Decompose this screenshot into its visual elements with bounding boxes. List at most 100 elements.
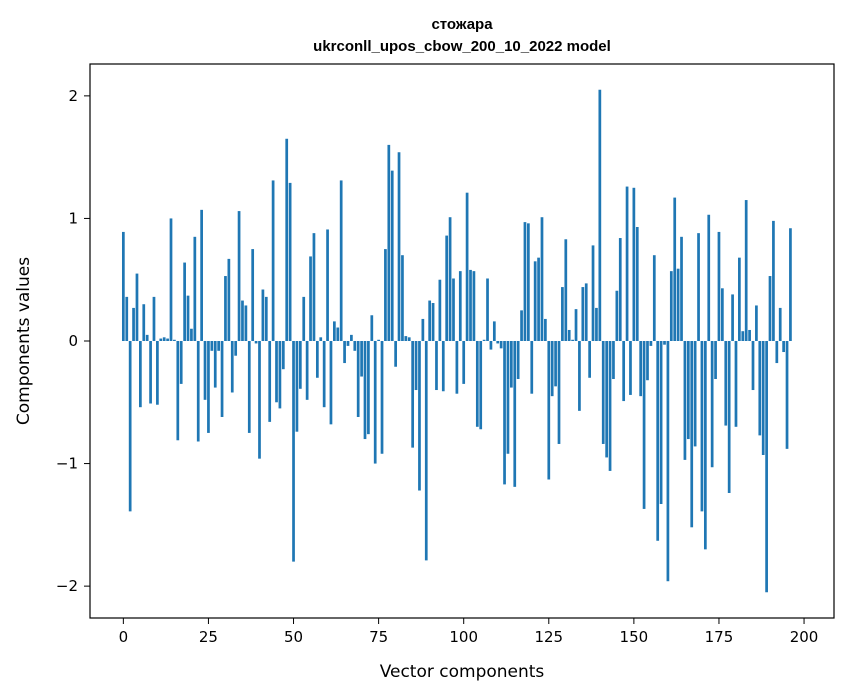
bar-5 (139, 341, 142, 408)
bar-168 (693, 341, 697, 447)
bar-2 (128, 341, 132, 512)
bar-119 (527, 223, 530, 341)
bar-22 (196, 341, 200, 442)
bar-177 (724, 341, 728, 426)
bar-28 (217, 341, 221, 351)
bar-46 (278, 341, 282, 409)
bar-86 (414, 341, 418, 391)
bar-44 (271, 180, 275, 341)
bar-185 (751, 341, 755, 391)
bar-138 (591, 245, 595, 341)
bar-91 (431, 303, 435, 341)
bar-34 (237, 211, 241, 341)
bar-77 (384, 249, 387, 341)
bar-174 (714, 341, 717, 379)
bar-154 (646, 341, 649, 381)
bar-36 (244, 305, 248, 341)
bar-78 (387, 144, 391, 341)
bar-30 (224, 276, 227, 341)
bar-9 (152, 296, 156, 341)
bar-14 (169, 218, 173, 341)
bar-190 (768, 276, 772, 341)
bar-149 (629, 341, 632, 395)
bar-41 (261, 289, 265, 341)
bar-132 (571, 339, 574, 341)
bar-120 (530, 341, 534, 394)
y-tick-label: 2 (68, 87, 78, 105)
x-tick-label: 100 (449, 628, 478, 646)
bar-157 (656, 341, 660, 541)
x-tick-label: 175 (705, 628, 734, 646)
bar-188 (761, 341, 765, 455)
bar-169 (697, 233, 700, 341)
bar-47 (281, 341, 285, 370)
bar-161 (669, 271, 673, 341)
bar-194 (782, 341, 785, 353)
bar-139 (595, 307, 598, 341)
bar-51 (295, 341, 299, 432)
bar-12 (162, 337, 166, 341)
bar-83 (404, 336, 408, 341)
y-tick-label: 1 (68, 209, 78, 227)
bar-1 (125, 296, 129, 341)
bar-112 (503, 341, 506, 485)
bar-111 (499, 341, 503, 349)
bar-163 (676, 268, 680, 341)
bar-38 (251, 249, 255, 341)
x-tick-label: 125 (534, 628, 563, 646)
bar-80 (394, 341, 397, 367)
bar-128 (557, 341, 561, 444)
bar-135 (581, 287, 585, 341)
bar-60 (326, 229, 329, 341)
bar-104 (475, 341, 479, 427)
bar-164 (680, 236, 683, 341)
y-axis-ticks: −2 −1 0 1 2 (56, 87, 90, 595)
bar-159 (663, 341, 666, 345)
bar-45 (275, 341, 278, 403)
bar-3 (132, 307, 135, 341)
bar-114 (509, 341, 513, 388)
bar-100 (462, 341, 466, 384)
bar-13 (166, 338, 169, 341)
bar-19 (186, 295, 190, 341)
bar-160 (666, 341, 670, 582)
x-tick-label: 150 (620, 628, 649, 646)
bar-179 (731, 294, 734, 341)
bar-90 (428, 300, 432, 341)
bar-136 (584, 283, 588, 341)
bar-153 (642, 341, 646, 509)
bar-191 (772, 220, 775, 341)
x-axis-label: Vector components (380, 662, 545, 682)
y-tick-label: −1 (56, 455, 78, 473)
bar-54 (305, 341, 309, 400)
bar-79 (390, 170, 394, 341)
bar-49 (288, 182, 292, 341)
bar-67 (350, 334, 353, 341)
bar-108 (489, 341, 493, 350)
y-axis-label: Components values (14, 257, 34, 425)
bar-137 (588, 341, 591, 378)
bar-70 (360, 341, 363, 377)
x-tick-label: 200 (790, 628, 819, 646)
bar-96 (448, 217, 452, 341)
bar-122 (537, 257, 540, 341)
x-tick-label: 25 (199, 628, 218, 646)
bar-101 (465, 192, 469, 341)
bar-64 (339, 180, 343, 341)
bar-183 (744, 200, 748, 341)
bar-0 (121, 231, 125, 341)
bar-181 (738, 257, 741, 341)
bar-73 (370, 315, 374, 341)
bar-121 (533, 261, 537, 341)
bar-144 (612, 341, 615, 379)
bar-192 (775, 341, 779, 364)
bar-40 (258, 341, 261, 459)
bar-10 (156, 341, 159, 405)
bar-17 (179, 341, 183, 384)
bar-29 (220, 341, 224, 417)
x-tick-label: 50 (284, 628, 303, 646)
bar-113 (506, 341, 510, 454)
bar-156 (652, 255, 656, 341)
bar-89 (424, 341, 428, 561)
